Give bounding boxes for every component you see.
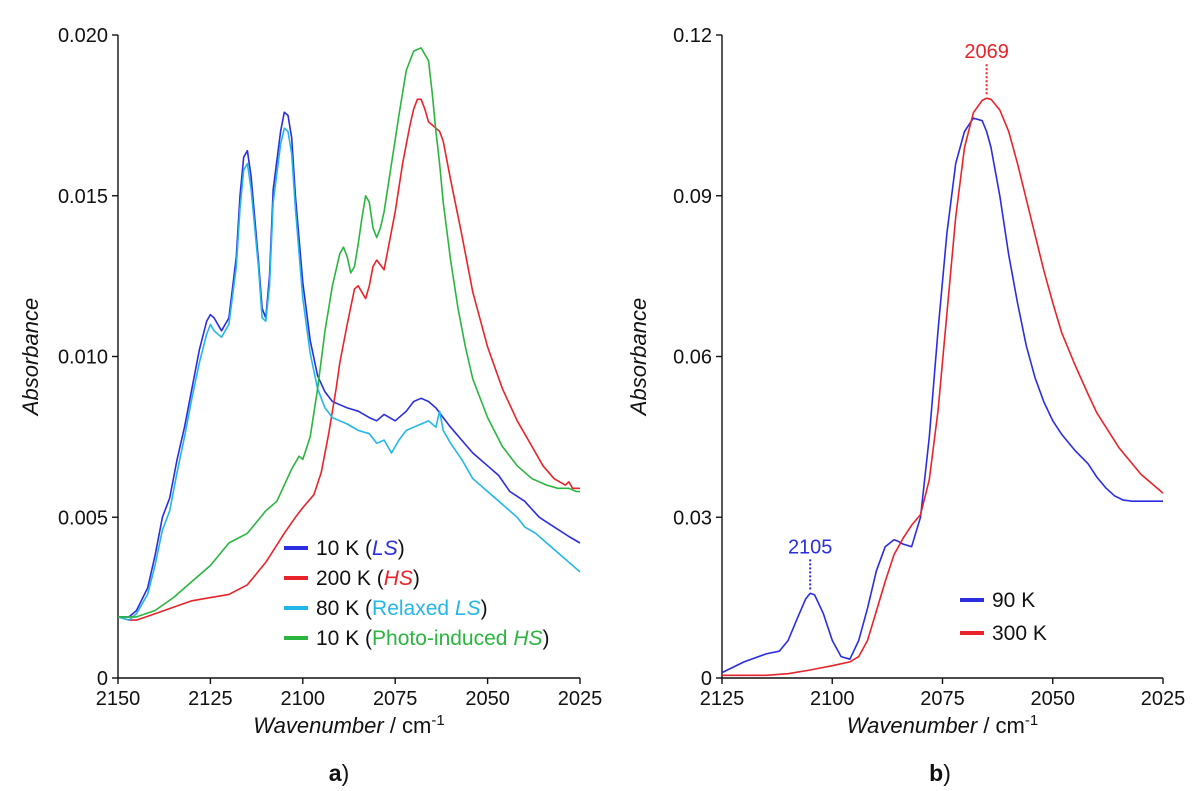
series-line-1 [722, 97, 1164, 677]
x-axis-label-name: Wavenumber [847, 713, 979, 738]
legend-entry: 80 K (Relaxed LS) [316, 597, 488, 620]
x-tick-label: 2050 [465, 688, 510, 710]
legend-text-italic: LS [455, 597, 481, 620]
series-line-3 [118, 47, 580, 618]
x-tick-label: 2050 [1031, 688, 1076, 710]
panel-paren: ) [342, 760, 350, 786]
y-axis-label: Absorbance [18, 298, 43, 417]
legend-text: ) [543, 627, 550, 650]
x-axis-label-unit: / cm [384, 713, 432, 738]
panel-letter: a [329, 760, 342, 786]
x-tick-label: 2125 [700, 688, 745, 710]
legend-text: 300 K [992, 622, 1047, 645]
legend-entry: 10 K (Photo-induced HS) [316, 627, 550, 650]
y-tick-label: 0.005 [58, 507, 108, 529]
x-axis-label-sup: -1 [431, 712, 444, 729]
legend-text-italic: HS [384, 567, 413, 590]
legend-text: 10 K ( [316, 537, 372, 560]
series-line-0 [721, 117, 1163, 674]
x-tick-label: 2075 [920, 688, 965, 710]
panel-b: 0 0.03 0.06 0.09 0.12 2125 2100 2075 2050 2025 Wav… [626, 25, 1185, 786]
panel-letter: b [929, 760, 943, 786]
y-axis-label: Absorbance [626, 298, 651, 417]
legend-text: 90 K [992, 589, 1035, 612]
legend-entry: 90 K [992, 589, 1035, 612]
peak-label: 2069 [964, 41, 1009, 63]
legend-text: ) [398, 537, 405, 560]
series-line-0 [118, 111, 581, 618]
y-tick-label: 0.010 [58, 347, 108, 369]
legend-text: ) [481, 597, 488, 620]
legend-text: 200 K ( [316, 567, 384, 590]
x-tick-label: 2075 [373, 688, 418, 710]
y-tick-label: 0.06 [673, 347, 712, 369]
y-tick-label: 0.020 [58, 25, 108, 47]
peak-label: 2105 [788, 536, 833, 558]
panel-label: a) [329, 760, 349, 786]
x-tick-label: 2100 [281, 688, 326, 710]
y-tick-label: 0 [701, 668, 712, 690]
x-tick-label: 2025 [558, 688, 603, 710]
x-axis-label-name: Wavenumber [253, 713, 385, 738]
series-line-1 [117, 98, 580, 621]
x-tick-label: 2125 [188, 688, 233, 710]
y-tick-label: 0.015 [58, 186, 108, 208]
x-tick-label: 2025 [1141, 688, 1186, 710]
legend-entry: 200 K (HS) [316, 567, 420, 590]
x-axis-label-unit: / cm [977, 713, 1025, 738]
x-tick-label: 2100 [810, 688, 855, 710]
y-axis-label-name: Absorbance [18, 298, 43, 417]
y-tick-label: 0 [97, 668, 108, 690]
panel-a: 0 0.005 0.010 0.015 0.020 2150 2125 2100 2075 205… [18, 25, 602, 786]
legend-text-colored: Photo-induced [372, 627, 513, 650]
legend-entry: 300 K [992, 622, 1047, 645]
x-axis-label: Wavenumber / cm-1 [847, 712, 1038, 738]
y-axis-label-name: Absorbance [626, 298, 651, 417]
x-axis-label: Wavenumber / cm-1 [253, 712, 444, 738]
x-tick-label: 2150 [96, 688, 141, 710]
legend-entry: 10 K (LS) [316, 537, 405, 560]
legend-text: ) [413, 567, 420, 590]
panel-label: b) [929, 760, 951, 786]
panel-paren: ) [943, 760, 951, 786]
x-axis-label-sup: -1 [1025, 712, 1038, 729]
legend-text-colored: Relaxed [372, 597, 455, 620]
legend-text-italic: LS [372, 537, 398, 560]
legend-text-italic: HS [513, 627, 542, 650]
y-tick-label: 0.09 [673, 186, 712, 208]
y-tick-label: 0.03 [673, 507, 712, 529]
series-line-2 [117, 127, 581, 621]
legend-text: 80 K ( [316, 597, 372, 620]
y-tick-label: 0.12 [673, 25, 712, 47]
legend-text: 10 K ( [316, 627, 372, 650]
